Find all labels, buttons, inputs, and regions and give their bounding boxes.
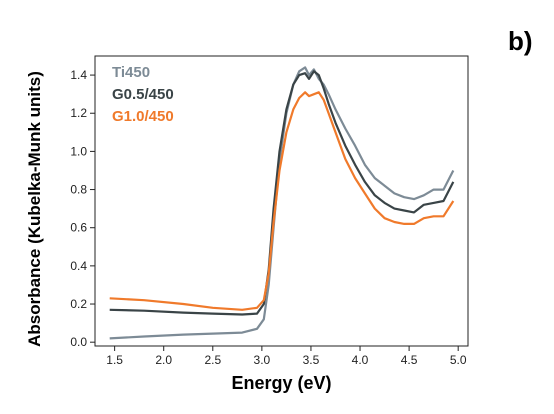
legend-entry-1: Ti450 xyxy=(112,64,150,81)
x-tick: 5.0 xyxy=(450,346,467,367)
x-tick-label: 3.0 xyxy=(254,353,271,367)
x-tick: 4.0 xyxy=(352,346,369,367)
y-tick: 0.0 xyxy=(70,335,95,349)
y-tick-label: 1.4 xyxy=(70,68,87,82)
plot-area-border xyxy=(94,55,469,347)
y-tick: 0.8 xyxy=(70,183,95,197)
plot-frame xyxy=(94,55,469,347)
x-tick: 1.5 xyxy=(106,346,123,367)
series-line-3 xyxy=(109,91,455,311)
x-tick-label: 4.0 xyxy=(352,353,369,367)
legend-entry-3: G1.0/450 xyxy=(112,108,174,125)
x-tick: 4.5 xyxy=(401,346,418,367)
y-tick-label: 0.0 xyxy=(70,335,87,349)
x-tick: 3.5 xyxy=(303,346,320,367)
x-tick-label: 3.5 xyxy=(303,353,320,367)
x-tick-label: 1.5 xyxy=(106,353,123,367)
x-tick-label: 2.0 xyxy=(155,353,172,367)
x-tick-label: 4.5 xyxy=(401,353,418,367)
y-tick: 1.0 xyxy=(70,144,95,158)
ticks-layer: 1.5 2.0 2.5 3.0 3.5 4.0 4.5 5.0 0.0 0.2 0.4 0.6 0.8 1… xyxy=(70,68,467,367)
panel-label: b) xyxy=(508,26,533,56)
y-tick-label: 0.2 xyxy=(70,297,87,311)
y-tick: 1.2 xyxy=(70,106,95,120)
legend-entry-2: G0.5/450 xyxy=(112,86,174,103)
x-tick-label: 2.5 xyxy=(204,353,221,367)
x-tick: 2.0 xyxy=(155,346,172,367)
y-tick-label: 0.4 xyxy=(70,259,87,273)
x-axis-title: Energy (eV) xyxy=(231,373,331,393)
y-tick-label: 1.2 xyxy=(70,106,87,120)
x-tick: 3.0 xyxy=(254,346,271,367)
y-tick: 0.2 xyxy=(70,297,95,311)
x-tick: 2.5 xyxy=(204,346,221,367)
y-tick-label: 0.6 xyxy=(70,221,87,235)
legend: Ti450 G0.5/450 G1.0/450 xyxy=(112,64,174,125)
y-axis-title: Absorbance (Kubelka-Munk units) xyxy=(25,71,44,347)
y-tick-label: 0.8 xyxy=(70,183,87,197)
y-tick: 0.4 xyxy=(70,259,95,273)
y-tick-label: 1.0 xyxy=(70,144,87,158)
x-tick-label: 5.0 xyxy=(450,353,467,367)
series-layer xyxy=(109,66,455,340)
y-tick: 0.6 xyxy=(70,221,95,235)
y-tick: 1.4 xyxy=(70,68,95,82)
series-line-2 xyxy=(109,70,455,316)
